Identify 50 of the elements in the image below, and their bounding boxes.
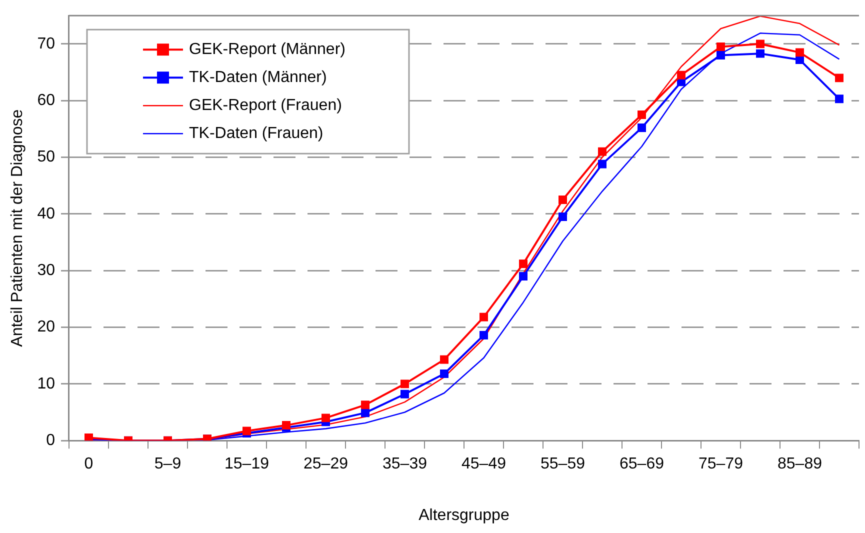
point bbox=[480, 330, 488, 340]
point bbox=[400, 380, 409, 388]
y-tick-label: 40 bbox=[37, 205, 56, 222]
y-tick-label: 50 bbox=[37, 148, 56, 166]
point bbox=[440, 355, 448, 364]
point bbox=[716, 51, 725, 60]
point bbox=[440, 369, 448, 378]
point bbox=[242, 426, 251, 436]
point bbox=[638, 110, 646, 120]
legend-label: TK-Daten (Frauen) bbox=[188, 125, 324, 142]
point bbox=[558, 196, 567, 204]
point bbox=[400, 390, 409, 398]
y-tick-label: 70 bbox=[37, 35, 56, 52]
point bbox=[480, 312, 488, 322]
point bbox=[756, 40, 764, 48]
point bbox=[361, 408, 370, 418]
point bbox=[322, 414, 330, 422]
point bbox=[519, 272, 528, 281]
x-tick-label: 35–39 bbox=[382, 456, 428, 473]
x-tick-label: 55–59 bbox=[540, 456, 586, 473]
point bbox=[677, 70, 686, 80]
legend-label: TK-Daten (Männer) bbox=[188, 69, 327, 86]
y-tick-label: 20 bbox=[37, 318, 56, 336]
point bbox=[519, 260, 528, 268]
point bbox=[361, 400, 370, 410]
x-tick-label: 75–79 bbox=[698, 456, 744, 473]
y-tick-label: 60 bbox=[37, 92, 56, 110]
x-tick-label: 15–19 bbox=[224, 456, 270, 473]
y-tick-label: 30 bbox=[37, 262, 56, 280]
y-tick-label: 10 bbox=[37, 375, 56, 392]
point bbox=[835, 74, 844, 82]
point bbox=[598, 147, 606, 156]
legend-label: GEK-Report (Männer) bbox=[188, 41, 346, 58]
point bbox=[638, 124, 646, 132]
x-tick-label: 85–89 bbox=[778, 456, 822, 473]
point bbox=[716, 42, 725, 52]
x-axis-title: Altersgruppe bbox=[418, 506, 510, 524]
point bbox=[598, 160, 606, 168]
legend-label: GEK-Report (Frauen) bbox=[188, 97, 342, 114]
x-tick-label: 45–49 bbox=[462, 456, 506, 473]
x-tick-label: 5–9 bbox=[154, 456, 182, 473]
point bbox=[756, 49, 764, 58]
point bbox=[796, 48, 804, 57]
x-tick-label: 0 bbox=[84, 456, 94, 473]
x-tick-label: 25–29 bbox=[304, 456, 348, 473]
point bbox=[558, 212, 567, 222]
point bbox=[835, 94, 844, 104]
x-tick-label: 65–69 bbox=[620, 456, 664, 473]
y-tick-label: 0 bbox=[46, 432, 56, 450]
y-axis-title: Anteil Patienten mit der Diagnose bbox=[9, 109, 26, 347]
